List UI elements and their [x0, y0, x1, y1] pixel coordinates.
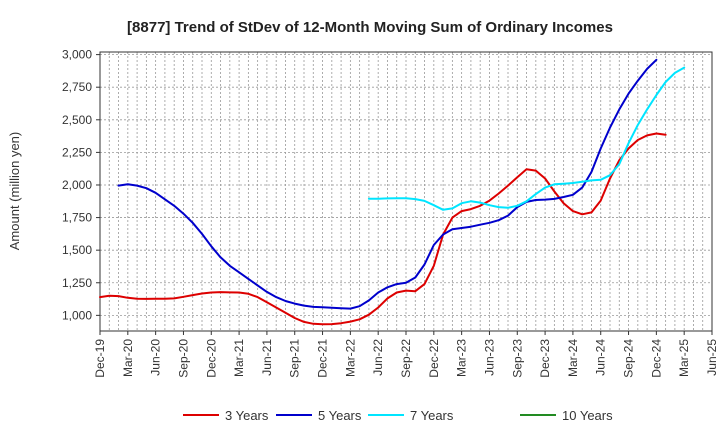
y-tick-label: 1,750 [62, 211, 92, 225]
y-tick-label: 2,500 [62, 113, 92, 127]
legend-label: 10 Years [562, 408, 613, 423]
legend-label: 7 Years [410, 408, 454, 423]
x-tick-label: Dec-23 [538, 339, 552, 378]
y-tick-label: 1,500 [62, 243, 92, 257]
series-group [99, 58, 686, 326]
x-tick-label: Mar-24 [566, 339, 580, 377]
x-axis: Dec-19 Mar-20 Jun-20 Sep-20 Dec-20 Mar-21 Jun-… [93, 331, 719, 378]
x-tick-label: Dec-21 [316, 339, 330, 378]
y-tick-label: 3,000 [62, 48, 92, 62]
y-tick-label: 2,250 [62, 145, 92, 159]
legend: 3 Years 5 Years 7 Years 10 Years [183, 408, 613, 423]
y-tick-label: 2,000 [62, 178, 92, 192]
legend-label: 5 Years [318, 408, 362, 423]
x-tick-label: Jun-25 [705, 339, 719, 376]
x-tick-label: Mar-23 [455, 339, 469, 377]
y-tick-label: 2,750 [62, 80, 92, 94]
x-tick-label: Sep-24 [622, 339, 636, 378]
x-tick-label: Sep-21 [288, 339, 302, 378]
x-tick-label: Jun-22 [371, 339, 385, 376]
x-tick-label: Mar-21 [232, 339, 246, 377]
x-tick-label: Dec-19 [93, 339, 107, 378]
grid-lines [100, 52, 712, 331]
series-line-3-years [99, 132, 667, 326]
legend-label: 3 Years [225, 408, 269, 423]
x-tick-label: Mar-22 [343, 339, 357, 377]
x-tick-label: Mar-25 [677, 339, 691, 377]
y-axis-label: Amount (million yen) [7, 132, 22, 251]
x-tick-label: Dec-24 [649, 339, 663, 378]
x-tick-label: Dec-22 [427, 339, 441, 378]
x-tick-label: Jun-23 [482, 339, 496, 376]
x-tick-label: Dec-20 [204, 339, 218, 378]
chart-title: [8877] Trend of StDev of 12-Month Moving… [127, 19, 613, 36]
y-tick-label: 1,000 [62, 308, 92, 322]
y-axis: 1,000 1,250 1,500 1,750 2,000 2,250 2,500 2,750… [62, 48, 100, 322]
x-tick-label: Sep-22 [399, 339, 413, 378]
x-tick-label: Sep-23 [510, 339, 524, 378]
x-tick-label: Mar-20 [121, 339, 135, 377]
x-tick-label: Jun-20 [149, 339, 163, 376]
series-line-5-years [117, 58, 658, 310]
y-tick-label: 1,250 [62, 276, 92, 290]
series-line-7-years [367, 66, 686, 211]
x-tick-label: Jun-21 [260, 339, 274, 376]
x-tick-label: Sep-20 [176, 339, 190, 378]
x-tick-label: Jun-24 [594, 339, 608, 376]
